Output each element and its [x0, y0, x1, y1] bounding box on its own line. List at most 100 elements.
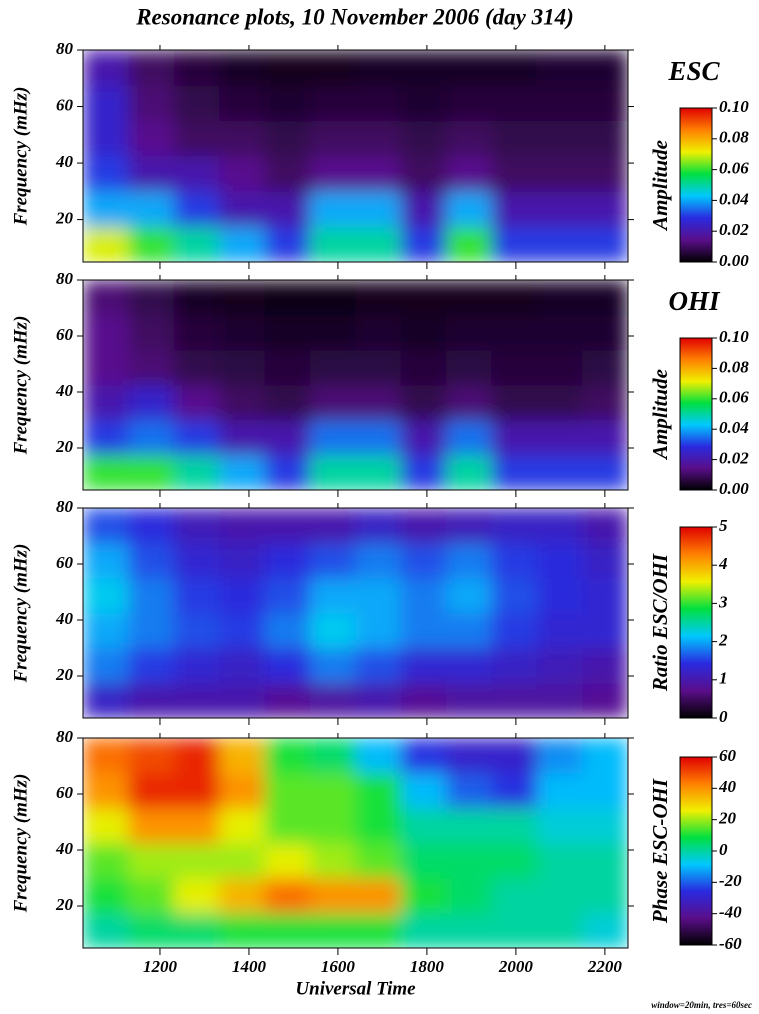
heatmap-cell [83, 543, 129, 579]
heatmap-cell [309, 120, 356, 157]
heatmap-cell [355, 191, 402, 228]
heatmap-cell [219, 226, 266, 262]
colorbar-tick-label: 60 [719, 746, 737, 765]
heatmap-cell [264, 455, 311, 490]
heatmap-cell [400, 613, 447, 649]
heatmap-cell [400, 455, 447, 490]
heatmap-cell [446, 578, 492, 614]
heatmap-cell [83, 878, 129, 914]
heatmap-cell [83, 773, 129, 809]
heatmap-cell [582, 913, 628, 948]
heatmap-cell [309, 156, 356, 192]
heatmap-cell [491, 455, 538, 490]
heatmap-cell [83, 85, 129, 122]
heatmap-cell [128, 120, 175, 157]
y-tick-label: 80 [56, 269, 74, 288]
heatmap-cell [219, 315, 266, 351]
heatmap-cell [83, 508, 129, 544]
heatmap-cell [355, 420, 402, 456]
heatmap-cell [536, 350, 583, 386]
heatmap-cell [173, 420, 220, 456]
heatmap-cell [83, 843, 129, 879]
heatmap-cell [536, 120, 583, 157]
heatmap-cell [536, 156, 583, 192]
heatmap-cell [264, 156, 311, 192]
heatmap-cell [309, 508, 356, 544]
heatmap-cell [219, 191, 266, 228]
y-tick-label: 20 [55, 895, 74, 914]
heatmap-cell [400, 420, 447, 456]
heatmap-cell [173, 50, 220, 86]
heatmap-cell [400, 738, 447, 774]
heatmap-cell [83, 648, 129, 684]
heatmap-cell [446, 773, 492, 809]
heatmap-cell [83, 808, 129, 844]
heatmap-cell [83, 913, 129, 948]
heatmap-cell [219, 808, 266, 844]
y-tick-label: 40 [55, 152, 74, 171]
heatmap-cell [219, 613, 266, 649]
heatmap-cell [264, 683, 311, 718]
heatmap-cell [264, 385, 311, 421]
heatmap-cell [173, 85, 220, 122]
heatmap-cell [446, 683, 492, 718]
heatmap-cell [219, 280, 266, 316]
heatmap-cell [264, 738, 311, 774]
heatmap-cell [128, 543, 175, 579]
heatmap-cell [446, 913, 492, 948]
heatmap-cell [128, 683, 175, 718]
heatmap-cell [309, 280, 356, 316]
heatmap-cell [491, 843, 538, 879]
heatmap-cell [128, 648, 175, 684]
heatmap-cell [355, 280, 402, 316]
heatmap-cell [128, 315, 175, 351]
heatmap-cell [446, 350, 492, 386]
heatmap-cell [400, 843, 447, 879]
x-tick-label: 1400 [232, 957, 267, 976]
heatmap-cell [128, 385, 175, 421]
y-tick-label: 20 [55, 209, 74, 228]
x-tick-label: 1600 [321, 957, 356, 976]
heatmap-cell [219, 508, 266, 544]
y-tick-label: 40 [55, 609, 74, 628]
heatmap-cell [400, 85, 447, 122]
heatmap-cells [83, 508, 628, 718]
heatmap-cell [400, 50, 447, 86]
colorbar-tick-label: 0.02 [719, 449, 749, 468]
heatmap-cell [128, 843, 175, 879]
heatmap-cell [491, 543, 538, 579]
y-tick-label: 60 [56, 95, 74, 114]
heatmap-cell [400, 878, 447, 914]
heatmap-cell [219, 773, 266, 809]
heatmap-cell [491, 808, 538, 844]
heatmap-cell [264, 508, 311, 544]
heatmap-cell [128, 280, 175, 316]
heatmap-cell [173, 683, 220, 718]
colorbar-tick-label: 4 [718, 554, 728, 573]
heatmap-cell [219, 85, 266, 122]
heatmap-cell [355, 613, 402, 649]
heatmap-cell [128, 508, 175, 544]
heatmap-cell [582, 315, 628, 351]
heatmap-cell [355, 85, 402, 122]
heatmap-cell [446, 648, 492, 684]
heatmap-cell [446, 613, 492, 649]
heatmap-cell [309, 543, 356, 579]
y-axis-label: Frequency (mHz) [10, 316, 31, 456]
heatmap-cell [491, 315, 538, 351]
heatmap-cell [446, 420, 492, 456]
colorbar-label: Amplitude [648, 140, 672, 232]
heatmap-cell [309, 315, 356, 351]
heatmap-cell [355, 226, 402, 262]
heatmap-cell [536, 508, 583, 544]
heatmap-cell [355, 350, 402, 386]
colorbar-tick-label: 3 [718, 592, 728, 611]
heatmap-cell [446, 738, 492, 774]
colorbar-tick-label: 0.02 [719, 220, 749, 239]
heatmap-cell [83, 613, 129, 649]
heatmap-cell [219, 385, 266, 421]
panel-label: OHI [668, 286, 721, 316]
x-tick-label: 2000 [498, 957, 534, 976]
heatmap-cell [582, 226, 628, 262]
heatmap-cell [173, 738, 220, 774]
